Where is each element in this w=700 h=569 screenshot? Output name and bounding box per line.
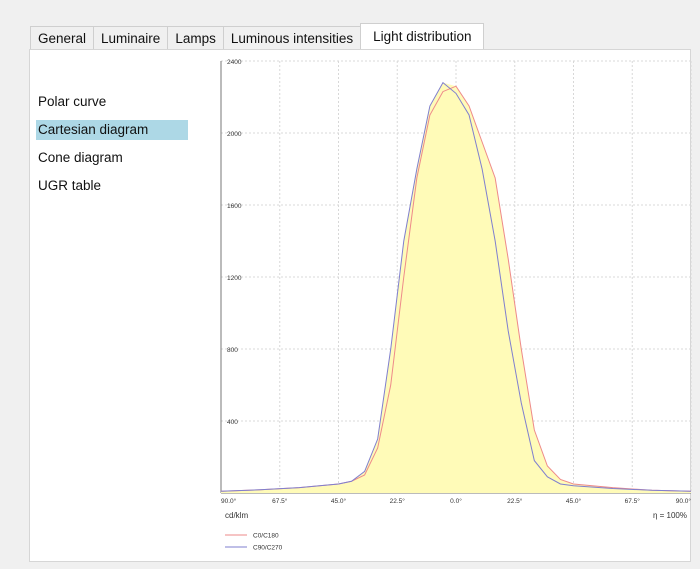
efficiency-label: η = 100% bbox=[653, 511, 687, 520]
series-line-c90-c270 bbox=[220, 81, 692, 492]
y-tick-label: 2400 bbox=[227, 59, 242, 66]
legend-label: C0/C180 bbox=[253, 533, 279, 540]
menu-item-ugr-table[interactable]: UGR table bbox=[38, 178, 102, 193]
tab-light-distribution[interactable]: Light distribution bbox=[360, 23, 485, 49]
x-tick-label: 45.0° bbox=[331, 497, 347, 505]
x-tick-label: 45.0° bbox=[566, 497, 582, 505]
legend-label: C90/C270 bbox=[253, 545, 283, 552]
x-tick-label: 67.5° bbox=[272, 497, 288, 505]
x-tick-label: 67.5° bbox=[625, 497, 641, 505]
y-tick-label: 1600 bbox=[227, 203, 242, 210]
tab-lamps[interactable]: Lamps bbox=[167, 26, 224, 49]
y-tick-label: 1200 bbox=[227, 275, 242, 282]
intensity-fill-area bbox=[221, 82, 691, 493]
y-tick-label: 2000 bbox=[227, 131, 242, 138]
menu-item-cartesian-diagram[interactable]: Cartesian diagram bbox=[36, 120, 188, 140]
tab-luminous-intensities[interactable]: Luminous intensities bbox=[222, 26, 362, 49]
y-tick-label: 800 bbox=[227, 347, 238, 354]
menu-item-cone-diagram[interactable]: Cone diagram bbox=[38, 150, 123, 165]
menu-item-polar-curve[interactable]: Polar curve bbox=[38, 94, 107, 109]
chart-svg: 400 800 1200 1600 2000 2400 90.0° 67.5° 45.0° 22.… bbox=[220, 59, 692, 552]
x-tick-label: 0.0° bbox=[450, 497, 462, 505]
y-tick-label: 400 bbox=[227, 419, 238, 426]
cartesian-chart: 400 800 1200 1600 2000 2400 90.0° 67.5° 45.0° 22.… bbox=[217, 53, 693, 563]
tab-panel: Polar curve Cartesian diagram Cone diagr… bbox=[29, 49, 693, 563]
x-tick-label: 90.0° bbox=[221, 497, 237, 505]
tab-strip: General Luminaire Lamps Luminous intensi… bbox=[30, 23, 485, 49]
x-tick-label: 90.0° bbox=[676, 497, 692, 505]
tab-general[interactable]: General bbox=[30, 26, 95, 49]
x-tick-label: 22.5° bbox=[507, 497, 523, 505]
diagram-menu: Polar curve Cartesian diagram Cone diagr… bbox=[36, 92, 188, 204]
tab-luminaire[interactable]: Luminaire bbox=[93, 26, 169, 49]
x-tick-label: 22.5° bbox=[390, 497, 406, 505]
unit-label: cd/klm bbox=[225, 511, 248, 520]
